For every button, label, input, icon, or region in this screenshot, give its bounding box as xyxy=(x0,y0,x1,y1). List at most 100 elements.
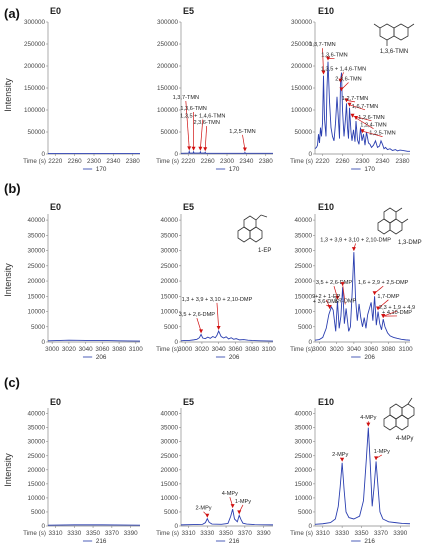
y-tick-label: 30000 xyxy=(27,439,45,446)
legend-label: 170 xyxy=(364,166,375,173)
x-tick-label: 3100 xyxy=(262,346,277,353)
x-tick-label: 2300 xyxy=(87,158,102,165)
legend-label: 170 xyxy=(229,166,240,173)
x-tick-label: 2340 xyxy=(375,158,390,165)
y-tick-label: 250000 xyxy=(291,41,313,48)
y-tick-label: 0 xyxy=(174,339,178,346)
annotation-arrowhead xyxy=(376,306,381,311)
x-tick-label: 3000 xyxy=(178,346,193,353)
x-tick-label: 3370 xyxy=(374,530,389,537)
y-tick-label: 200000 xyxy=(291,63,313,70)
annotation-arrowhead xyxy=(203,147,208,152)
annotation-label: 1-MPy xyxy=(235,499,251,505)
annotation-label: 1,3 + 3,9 + 3,10 + 2,10-DMP xyxy=(320,237,391,243)
plots-layer: 0500001000001500002000002500003000002220… xyxy=(23,19,415,545)
annotation-arrowhead xyxy=(230,504,235,509)
y-tick-label: 300000 xyxy=(157,19,179,26)
y-tick-label: 0 xyxy=(308,151,312,158)
annotation-arrow xyxy=(346,100,356,103)
legend-label: 216 xyxy=(96,538,107,545)
series-line xyxy=(314,61,410,152)
y-tick-label: 5000 xyxy=(164,324,179,331)
annotation-label: 9+2 + 1-EP xyxy=(312,294,341,300)
y-tick-label: 30000 xyxy=(294,248,312,255)
annotation-arrowhead xyxy=(344,98,349,103)
panel-title-b2: E10 xyxy=(318,202,334,212)
x-tick-label: 3350 xyxy=(86,530,101,537)
y-axis-title-b: Intensity xyxy=(3,263,13,297)
annotation-label: 2,3,6-TMN xyxy=(193,120,219,126)
annotation-arrowhead xyxy=(340,457,345,462)
x-tick-label: 2380 xyxy=(395,158,410,165)
y-tick-label: 10000 xyxy=(160,309,178,316)
y-tick-label: 150000 xyxy=(291,85,313,92)
panel-title-b1: E5 xyxy=(183,202,194,212)
x-tick-label: 3000 xyxy=(312,346,327,353)
structure-label-b2: 1,3-DMP xyxy=(398,240,422,246)
y-tick-label: 30000 xyxy=(160,439,178,446)
structure-label-b1: 1-EP xyxy=(258,248,271,254)
annotation-label: 1,3 + 3,9 + 3,10 + 2,10-DMP xyxy=(182,297,253,303)
x-axis-title: Time (s) xyxy=(290,158,313,165)
x-tick-label: 3330 xyxy=(67,530,82,537)
annotation-arrowhead xyxy=(205,513,210,518)
y-tick-label: 35000 xyxy=(294,232,312,239)
y-tick-label: 40000 xyxy=(294,217,312,224)
annotation-arrowhead xyxy=(187,146,192,151)
y-tick-label: 50000 xyxy=(27,129,45,136)
annotation-label: 1,3,6-TMN xyxy=(321,52,347,58)
legend-label: 216 xyxy=(229,538,240,545)
x-tick-label: 2220 xyxy=(48,158,63,165)
y-tick-label: 35000 xyxy=(160,425,178,432)
annotation-label: 1,3,5 + 1,4,6-TMN xyxy=(321,66,366,72)
annotation-label: 1,3,5 + 1,4,6-TMN xyxy=(180,113,225,119)
x-tick-label: 3100 xyxy=(129,346,144,353)
legend-label: 206 xyxy=(229,354,240,361)
x-axis-title: Time (s) xyxy=(23,158,46,165)
panel-title-b0: E0 xyxy=(50,202,61,212)
structure-1-ep: 1-EP xyxy=(237,214,271,254)
annotation-arrowhead xyxy=(326,56,330,61)
annotation-label: + 4,10-DMP xyxy=(382,310,412,316)
annotation-label: 1,3,6-TMN xyxy=(180,106,206,112)
x-tick-label: 3040 xyxy=(79,346,94,353)
y-tick-label: 250000 xyxy=(157,41,179,48)
y-tick-label: 30000 xyxy=(160,248,178,255)
x-axis-title: Time (s) xyxy=(156,346,179,353)
annotation-arrowhead xyxy=(381,314,386,319)
x-tick-label: 3040 xyxy=(212,346,227,353)
y-tick-label: 25000 xyxy=(160,453,178,460)
x-tick-label: 3060 xyxy=(95,346,110,353)
y-tick-label: 5000 xyxy=(298,509,313,516)
y-tick-label: 5000 xyxy=(298,324,313,331)
annotation-label: 2,3 + 1,9 + 4,9 xyxy=(379,305,415,311)
annotation-arrow xyxy=(204,126,208,150)
y-tick-label: 50000 xyxy=(160,129,178,136)
annotation-arrowhead xyxy=(321,70,326,75)
y-tick-label: 10000 xyxy=(294,309,312,316)
x-tick-label: 3390 xyxy=(257,530,272,537)
annotation-label: 1,3,7-TMN xyxy=(309,42,335,48)
annotation-label: 1,2,5-TMN xyxy=(369,131,395,137)
row-label-c: (c) xyxy=(4,375,20,390)
panel-title-a1: E5 xyxy=(183,6,194,16)
x-axis-title: Time (s) xyxy=(156,158,179,165)
y-axis-title-c: Intensity xyxy=(3,453,13,487)
x-tick-label: 3370 xyxy=(238,530,253,537)
x-tick-label: 3350 xyxy=(355,530,370,537)
x-tick-label: 2260 xyxy=(68,158,83,165)
y-tick-label: 15000 xyxy=(160,293,178,300)
y-tick-label: 20000 xyxy=(294,278,312,285)
series-line xyxy=(180,329,274,342)
structure-4-mpy: 4-MPy xyxy=(383,397,415,442)
row-label-a: (a) xyxy=(4,6,20,21)
series-line xyxy=(47,339,141,342)
y-tick-label: 15000 xyxy=(27,481,45,488)
x-axis-title: Time (s) xyxy=(290,530,313,537)
y-tick-label: 15000 xyxy=(160,481,178,488)
annotation-label: 1,2,4-TMN xyxy=(360,123,386,129)
y-tick-label: 100000 xyxy=(157,107,179,114)
x-tick-label: 3310 xyxy=(49,530,64,537)
annotation-label: 2,7-DMP xyxy=(334,298,356,304)
